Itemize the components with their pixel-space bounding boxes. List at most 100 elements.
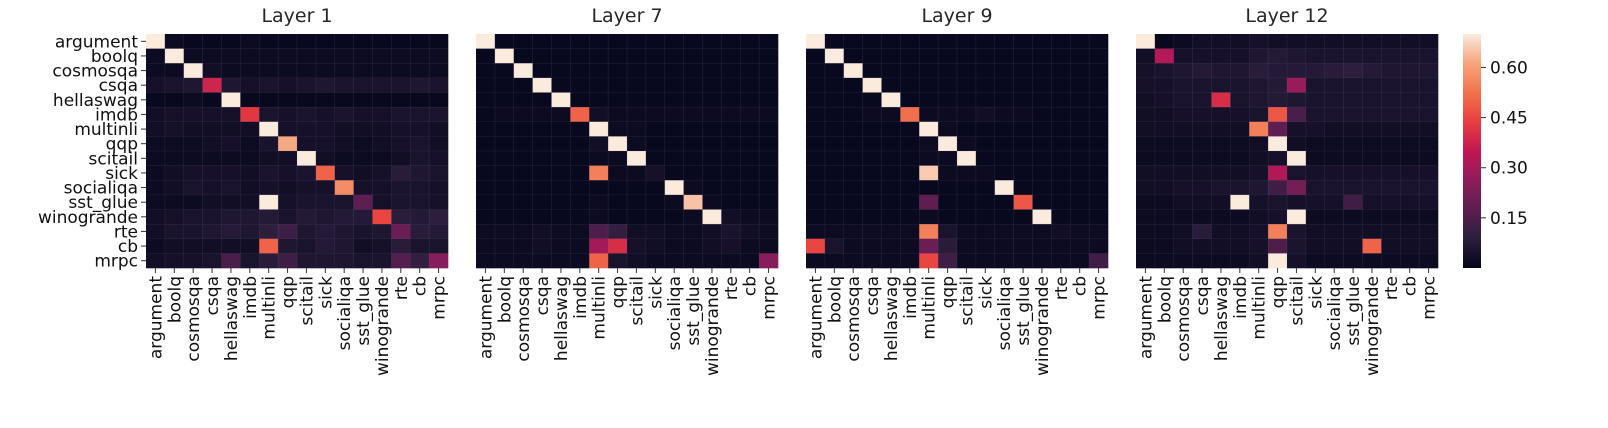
heatmap-cell xyxy=(551,121,571,137)
heatmap-cell xyxy=(1192,107,1212,123)
heatmap-cell xyxy=(551,253,571,269)
heatmap-cell xyxy=(1362,151,1382,166)
heatmap-cell xyxy=(1154,107,1175,123)
heatmap-cell xyxy=(221,63,241,79)
heatmap-cell xyxy=(627,107,647,123)
heatmap-cell xyxy=(608,224,628,240)
heatmap-cell xyxy=(938,77,958,93)
x-tick-label: cosmosqa xyxy=(1174,276,1194,362)
heatmap-cell xyxy=(353,107,373,123)
heatmap-cell xyxy=(240,48,260,64)
heatmap-cell xyxy=(315,63,336,79)
heatmap-cell xyxy=(1268,121,1288,137)
heatmap-cell xyxy=(740,209,760,225)
heatmap-cell xyxy=(957,209,977,225)
heatmap-cell xyxy=(1419,209,1439,225)
heatmap-cell xyxy=(429,136,449,152)
heatmap-cell xyxy=(1324,165,1344,181)
heatmap-cell xyxy=(391,77,411,93)
heatmap-cell xyxy=(240,238,260,254)
heatmap-cell xyxy=(551,92,571,108)
heatmap-cell xyxy=(315,92,336,108)
heatmap-cell xyxy=(532,34,552,49)
heatmap-cell xyxy=(1192,92,1212,108)
heatmap-cell xyxy=(221,253,241,269)
heatmap-cell xyxy=(1381,180,1401,196)
heatmap-cell xyxy=(1051,77,1071,93)
heatmap-cell xyxy=(1305,34,1326,49)
heatmap-cell xyxy=(240,136,260,152)
heatmap-cell xyxy=(221,180,241,196)
heatmap-cell xyxy=(702,136,722,152)
heatmap-cell xyxy=(900,238,920,254)
heatmap-cell xyxy=(589,224,609,240)
heatmap-cell xyxy=(919,253,939,269)
heatmap-cell xyxy=(1268,63,1288,79)
heatmap-cell xyxy=(721,48,741,64)
x-tick-label: winogrande xyxy=(1033,276,1053,376)
heatmap-cell xyxy=(881,151,901,166)
heatmap-cell xyxy=(1287,77,1307,93)
heatmap-cell xyxy=(278,180,298,196)
heatmap-cell xyxy=(881,121,901,137)
heatmap-cell xyxy=(1249,194,1269,210)
heatmap-cell xyxy=(1051,121,1071,137)
heatmap-cell xyxy=(1305,151,1326,166)
heatmap-cell xyxy=(476,63,496,79)
heatmap-cell xyxy=(740,63,760,79)
heatmap-cell xyxy=(1192,253,1212,269)
heatmap-cell xyxy=(1381,107,1401,123)
heatmap-cell xyxy=(608,194,628,210)
heatmap-cell xyxy=(164,63,185,79)
heatmap-cell xyxy=(1089,238,1109,254)
heatmap-cell xyxy=(1287,253,1307,269)
heatmap-cell xyxy=(645,165,666,181)
heatmap-cell xyxy=(1051,238,1071,254)
x-tick-label: boolq xyxy=(825,276,845,323)
heatmap-cell xyxy=(683,107,703,123)
heatmap-cell xyxy=(1154,121,1175,137)
heatmap-cell xyxy=(532,151,552,166)
heatmap-cell xyxy=(1211,48,1231,64)
heatmap-cell xyxy=(476,136,496,152)
heatmap-cell xyxy=(221,151,241,166)
heatmap-cell xyxy=(645,151,666,166)
heatmap-cell xyxy=(1343,224,1363,240)
heatmap-cell xyxy=(843,194,863,210)
heatmap-cell xyxy=(589,136,609,152)
heatmap-cell xyxy=(391,121,411,137)
heatmap-cell xyxy=(1032,136,1052,152)
heatmap-cell xyxy=(146,224,166,240)
heatmap-cell xyxy=(806,180,826,196)
heatmap-cell xyxy=(353,48,373,64)
heatmap-cell xyxy=(183,238,203,254)
heatmap-cell xyxy=(900,136,920,152)
heatmap-cell xyxy=(494,77,515,93)
heatmap-cell xyxy=(1070,194,1090,210)
heatmap-cell xyxy=(372,34,392,49)
heatmap-cell xyxy=(645,48,666,64)
x-tick-label: cosmosqa xyxy=(184,276,204,362)
heatmap-cell xyxy=(627,165,647,181)
heatmap-cell xyxy=(664,151,684,166)
heatmap-cell xyxy=(1381,194,1401,210)
heatmap-cell xyxy=(1268,209,1288,225)
y-tick-label: winogrande xyxy=(38,208,138,228)
heatmap-cell xyxy=(334,48,354,64)
heatmap-cell xyxy=(391,224,411,240)
heatmap-cell xyxy=(391,238,411,254)
heatmap-cell xyxy=(806,48,826,64)
heatmap-cell xyxy=(975,180,996,196)
heatmap-cell xyxy=(1268,253,1288,269)
heatmap-cell xyxy=(476,34,496,49)
heatmap-cell xyxy=(1268,238,1288,254)
heatmap-cell xyxy=(476,121,496,137)
heatmap-cell xyxy=(1249,165,1269,181)
heatmap-cell xyxy=(494,48,515,64)
heatmap-cell xyxy=(570,77,590,93)
heatmap-cell xyxy=(608,77,628,93)
heatmap-cell xyxy=(1362,253,1382,269)
x-tick-label: imdb xyxy=(1231,276,1251,319)
heatmap-cell xyxy=(353,253,373,269)
heatmap-cell xyxy=(240,224,260,240)
